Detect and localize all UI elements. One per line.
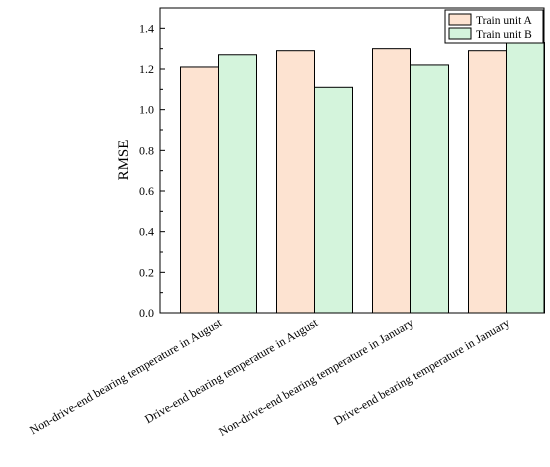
x-category-label: Non-drive-end bearing temperature in Jan… <box>216 315 416 438</box>
plot-frame <box>159 7 545 314</box>
bar-train-unit-a <box>180 66 219 314</box>
bar-train-unit-b <box>218 54 257 314</box>
y-axis: 0.0 0.2 0.4 0.6 0.8 1.0 1.2 1.4 <box>139 7 165 320</box>
y-tick-label: 1.0 <box>139 103 154 117</box>
y-tick-label: 1.2 <box>139 62 154 76</box>
bar-train-unit-b <box>314 86 353 314</box>
bar-train-unit-a <box>276 50 315 314</box>
y-axis-title: RMSE <box>116 140 132 181</box>
legend-swatch <box>448 13 472 26</box>
bar-train-unit-b <box>506 42 545 314</box>
bar-train-unit-a <box>468 50 507 314</box>
y-tick-label: 0.8 <box>139 143 154 157</box>
y-tick-label: 0.0 <box>139 306 154 320</box>
bars-group <box>180 42 545 314</box>
bar-train-unit-a <box>372 48 411 314</box>
y-tick-label: 0.6 <box>139 184 154 198</box>
x-axis: Non-drive-end bearing temperature in Aug… <box>27 308 512 439</box>
x-category-label: Drive-end bearing temperature in January <box>331 315 512 427</box>
x-category-label: Drive-end bearing temperature in August <box>142 315 320 426</box>
legend-swatch <box>448 27 472 40</box>
y-tick-label: 1.4 <box>139 21 154 35</box>
bar-train-unit-b <box>410 64 449 314</box>
legend: Train unit A Train unit B <box>444 9 544 44</box>
x-category-label: Non-drive-end bearing temperature in Aug… <box>27 315 224 437</box>
y-tick-label: 0.4 <box>139 225 154 239</box>
y-tick-label: 0.2 <box>139 265 154 279</box>
legend-label: Train unit B <box>476 29 532 41</box>
legend-label: Train unit A <box>476 15 533 27</box>
